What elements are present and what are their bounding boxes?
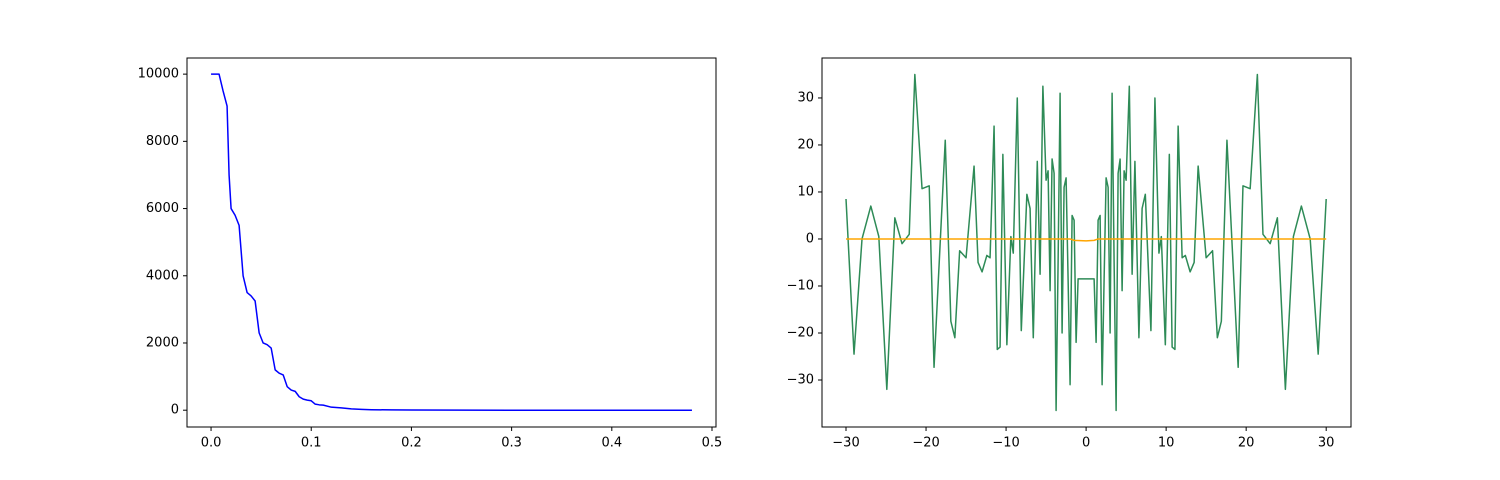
x-tick-label: −20 [912, 436, 939, 451]
y-tick-label: −30 [787, 372, 814, 387]
data-line [846, 238, 1327, 242]
x-tick-label: 0.3 [501, 436, 522, 451]
data-line [211, 73, 692, 411]
x-tick-label: 0.0 [201, 436, 222, 451]
x-tick-label: 20 [1238, 436, 1255, 451]
data-line [845, 73, 1327, 412]
x-tick-label: 0.2 [401, 436, 422, 451]
axes-frame [186, 57, 717, 428]
y-tick-label: 10000 [138, 67, 179, 82]
x-tick-label: 0.5 [702, 436, 723, 451]
y-tick-label: 20 [797, 137, 814, 152]
y-tick-label: 4000 [146, 268, 179, 283]
y-tick-label: 0 [171, 403, 179, 418]
y-tick-label: −10 [787, 278, 814, 293]
y-tick-label: 0 [806, 231, 814, 246]
y-tick-label: 8000 [146, 134, 179, 149]
x-tick-label: 0.4 [601, 436, 622, 451]
x-tick-label: 30 [1318, 436, 1335, 451]
x-tick-label: 0 [1082, 436, 1090, 451]
x-tick-label: −10 [992, 436, 1019, 451]
y-tick-label: 30 [797, 90, 814, 105]
y-tick-label: −20 [787, 325, 814, 340]
x-tick-label: −30 [832, 436, 859, 451]
y-tick-label: 10 [797, 184, 814, 199]
x-tick-label: 10 [1158, 436, 1175, 451]
y-tick-label: 2000 [146, 335, 179, 350]
y-tick-label: 6000 [146, 201, 179, 216]
x-tick-label: 0.1 [301, 436, 322, 451]
